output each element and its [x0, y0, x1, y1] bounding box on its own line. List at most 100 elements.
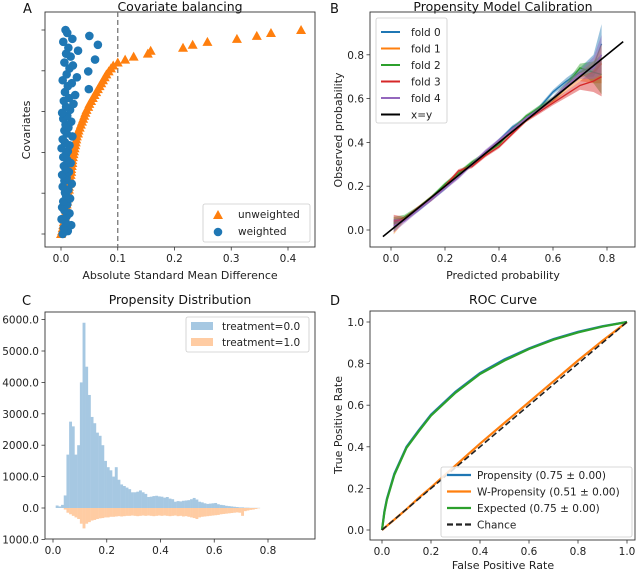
- histogram-bar-treatment=0.0: [82, 322, 86, 508]
- ylabel-d: True Positive Rate: [332, 376, 345, 475]
- y-tick-label-d: 0.4: [347, 442, 364, 454]
- histogram-bar-treatment=0.0: [152, 496, 156, 508]
- histogram-bar-treatment=0.0: [222, 505, 226, 508]
- histogram-bar-treatment=0.0: [141, 492, 145, 508]
- histogram-bar-treatment=0.0: [109, 470, 113, 508]
- histogram-bar-treatment=0.0: [227, 506, 231, 508]
- histogram-bar-treatment=0.0: [79, 382, 83, 508]
- x-tick-label-c: 0.8: [260, 545, 277, 557]
- histogram-bar-treatment=0.0: [200, 502, 204, 508]
- histogram-bar-treatment=1.0: [157, 508, 161, 516]
- histogram-bar-treatment=0.0: [171, 499, 175, 508]
- weighted-point: [67, 179, 77, 189]
- roc-line-Chance: [381, 321, 628, 531]
- histogram-bar-treatment=0.0: [55, 505, 59, 508]
- histogram-bar-treatment=1.0: [120, 508, 124, 517]
- weighted-point: [64, 43, 73, 53]
- histogram-bar-treatment=1.0: [144, 508, 148, 516]
- ylabel-a: Covariates: [20, 100, 33, 159]
- x-tick-label-d: 0.2: [423, 546, 440, 558]
- histogram-bar-treatment=0.0: [69, 421, 73, 508]
- histogram-bar-treatment=0.0: [230, 506, 234, 508]
- histogram-bar-treatment=1.0: [130, 508, 134, 516]
- reference-line-x-eq-y: [382, 41, 624, 238]
- x-tick-label-a: 0.1: [109, 253, 126, 265]
- histogram-bar-treatment=1.0: [77, 508, 81, 519]
- weighted-point: [85, 31, 94, 41]
- histogram-bar-treatment=0.0: [61, 504, 64, 508]
- histogram-bar-treatment=0.0: [139, 490, 142, 508]
- histogram-bar-treatment=1.0: [106, 508, 110, 518]
- x-tick-label-b: 0.4: [491, 253, 508, 265]
- y-tick-label-d: 0.0: [347, 525, 364, 537]
- histogram-bar-treatment=1.0: [147, 508, 150, 516]
- histogram-bar-treatment=1.0: [187, 508, 191, 517]
- unweighted-point: [120, 54, 131, 64]
- histogram-bar-treatment=1.0: [254, 508, 258, 509]
- histogram-bar-treatment=0.0: [66, 454, 70, 508]
- histogram-bar-treatment=0.0: [63, 495, 67, 508]
- axes-frame-c: [44, 311, 316, 540]
- y-tick-label-c: 1000.0: [2, 472, 39, 484]
- histogram-bar-treatment=1.0: [176, 508, 180, 517]
- legend-label-Expected: Expected (0.75 ± 0.00): [477, 503, 600, 515]
- weighted-point: [61, 25, 70, 35]
- y-tick-label-b: 0.0: [347, 225, 364, 237]
- y-tick-label-c: 5000.0: [2, 346, 39, 358]
- histogram-bar-treatment=1.0: [249, 508, 253, 510]
- histogram-bar-treatment=1.0: [149, 508, 153, 516]
- xlabel-d: False Positive Rate: [452, 559, 554, 572]
- histogram-bar-treatment=1.0: [152, 508, 156, 517]
- histogram-bar-treatment=1.0: [109, 508, 113, 517]
- y-tick-label-b: 0.6: [347, 94, 364, 106]
- histogram-bar-treatment=0.0: [195, 499, 199, 508]
- histogram-bar-treatment=0.0: [168, 498, 172, 508]
- title-a: Covariate balancing: [117, 0, 242, 14]
- histogram-bar-treatment=0.0: [208, 503, 212, 508]
- x-tick-label-d: 0.6: [521, 546, 538, 558]
- histogram-bar-treatment=1.0: [101, 508, 105, 519]
- unweighted-point: [265, 27, 276, 37]
- histogram-bar-treatment=1.0: [233, 508, 236, 513]
- histogram-bar-treatment=1.0: [168, 508, 172, 517]
- legend-label-fold 4: fold 4: [411, 93, 441, 105]
- histogram-bar-treatment=1.0: [160, 508, 164, 516]
- histogram-bar-treatment=0.0: [214, 502, 218, 508]
- histogram-bar-treatment=0.0: [101, 445, 105, 508]
- histogram-bar-treatment=0.0: [160, 496, 164, 508]
- x-tick-label-a: 0.2: [166, 253, 183, 265]
- x-tick-label-c: 0.4: [152, 545, 169, 557]
- histogram-bar-treatment=0.0: [192, 497, 196, 508]
- histogram-bar-treatment=0.0: [179, 501, 183, 508]
- legend-label-weighted: weighted: [238, 226, 287, 238]
- histogram-bar-treatment=1.0: [139, 508, 142, 516]
- histogram-bar-treatment=0.0: [238, 507, 242, 508]
- legend-label-x=y: x=y: [411, 110, 432, 122]
- legend-a: [202, 203, 311, 243]
- xlabel-b: Predicted probability: [446, 269, 560, 282]
- weighted-point: [68, 61, 78, 70]
- histogram-bar-treatment=0.0: [165, 497, 169, 508]
- histogram-bar-treatment=1.0: [66, 508, 70, 513]
- axes-frame-d: [369, 310, 636, 541]
- histogram-bar-treatment=0.0: [125, 487, 129, 508]
- unweighted-point: [202, 36, 213, 46]
- histogram-bar-treatment=1.0: [171, 508, 175, 516]
- ci-band-fold-2: [393, 54, 602, 230]
- unweighted-point: [251, 30, 262, 40]
- histogram-bar-treatment=1.0: [79, 508, 83, 524]
- x-tick-label-b: 0.6: [545, 253, 562, 265]
- legend-label-fold 2: fold 2: [411, 60, 441, 72]
- legend-d: [440, 466, 633, 538]
- histogram-bar-treatment=0.0: [90, 416, 94, 508]
- histogram-bar-treatment=1.0: [214, 508, 218, 516]
- histogram-bar-treatment=0.0: [58, 506, 62, 508]
- legend-c: [185, 316, 310, 353]
- legend-label-unweighted: unweighted: [238, 209, 300, 221]
- histogram-bar-treatment=0.0: [104, 460, 107, 508]
- histogram-bar-treatment=1.0: [128, 508, 132, 516]
- histogram-bar-treatment=0.0: [149, 496, 153, 508]
- histogram-bar-treatment=1.0: [117, 508, 121, 517]
- histogram-bar-treatment=0.0: [176, 501, 180, 508]
- histogram-bar-treatment=0.0: [216, 504, 220, 508]
